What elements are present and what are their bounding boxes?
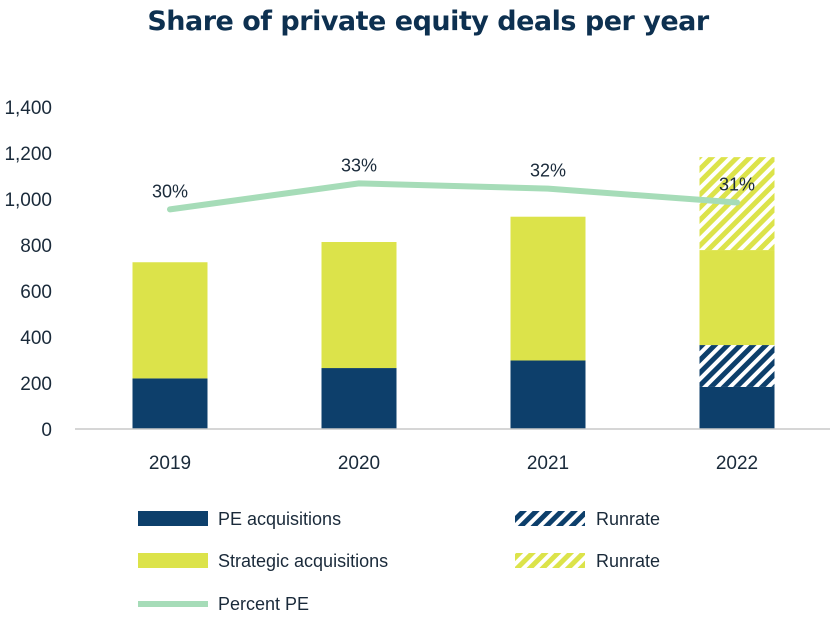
y-tick-label: 1,200 bbox=[4, 144, 52, 165]
y-tick-label: 800 bbox=[20, 236, 52, 257]
legend: PE acquisitions Runrate Strategic acquis… bbox=[138, 509, 660, 614]
bar-strat-2020 bbox=[321, 242, 397, 369]
bar-pe-2021 bbox=[510, 360, 586, 429]
y-tick-label: 1,000 bbox=[4, 190, 52, 211]
x-axis: 2019 2020 2021 2022 bbox=[149, 453, 758, 474]
x-tick-label: 2020 bbox=[338, 453, 380, 474]
bar-pe-2022 bbox=[699, 386, 775, 429]
bar-strat-2022 bbox=[699, 250, 775, 346]
chart-title: Share of private equity deals per year bbox=[147, 6, 710, 37]
y-tick-label: 200 bbox=[20, 374, 52, 395]
y-tick-label: 400 bbox=[20, 328, 52, 349]
percent-pe-line-layer: 30% 33% 32% 31% bbox=[152, 155, 755, 213]
y-tick-label: 600 bbox=[20, 282, 52, 303]
legend-swatch-pe-runrate bbox=[515, 511, 585, 526]
bar-pe-2019 bbox=[132, 378, 208, 429]
legend-item-strategic-runrate: Runrate bbox=[515, 551, 660, 571]
bar-pe-run-2022 bbox=[699, 345, 775, 387]
percent-pe-label: 33% bbox=[341, 155, 377, 175]
percent-pe-line bbox=[167, 180, 740, 213]
bars bbox=[132, 157, 775, 429]
legend-swatch-pe-acquisitions bbox=[138, 511, 208, 526]
legend-item-strategic-acquisitions: Strategic acquisitions bbox=[138, 551, 388, 571]
y-tick-label: 1,400 bbox=[4, 98, 52, 119]
legend-label-percent-pe: Percent PE bbox=[218, 594, 309, 614]
x-tick-label: 2022 bbox=[716, 453, 758, 474]
percent-pe-label: 31% bbox=[719, 174, 755, 194]
legend-label-strategic-runrate: Runrate bbox=[596, 551, 660, 571]
y-axis: 0 200 400 600 800 1,000 1,200 1,400 bbox=[4, 98, 52, 441]
x-tick-label: 2019 bbox=[149, 453, 191, 474]
percent-pe-label: 30% bbox=[152, 181, 188, 201]
legend-label-pe-runrate: Runrate bbox=[596, 509, 660, 529]
legend-item-percent-pe: Percent PE bbox=[138, 594, 309, 614]
y-tick-label: 0 bbox=[41, 420, 52, 441]
percent-pe-label: 32% bbox=[530, 161, 566, 181]
bar-strat-2019 bbox=[132, 262, 208, 379]
legend-item-pe-runrate: Runrate bbox=[515, 509, 660, 529]
legend-swatch-strategic-runrate bbox=[515, 553, 585, 568]
legend-item-pe-acquisitions: PE acquisitions bbox=[138, 509, 341, 529]
legend-label-strategic-acquisitions: Strategic acquisitions bbox=[218, 551, 388, 571]
bar-pe-2020 bbox=[321, 368, 397, 429]
x-tick-label: 2021 bbox=[527, 453, 569, 474]
legend-label-pe-acquisitions: PE acquisitions bbox=[218, 509, 341, 529]
bar-strat-2021 bbox=[510, 216, 586, 361]
legend-swatch-strategic-acquisitions bbox=[138, 553, 208, 568]
